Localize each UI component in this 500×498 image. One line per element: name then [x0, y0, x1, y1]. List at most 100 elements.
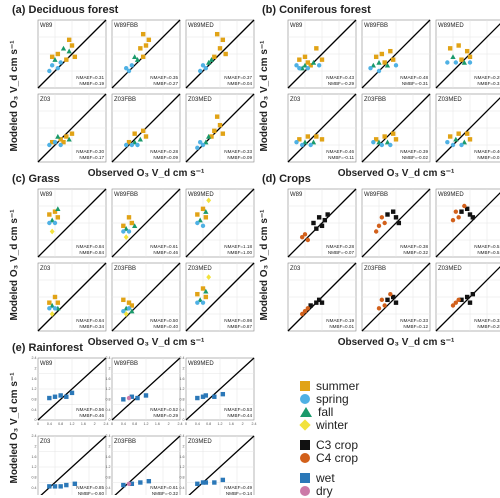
data-point-fall — [302, 62, 308, 68]
nmbf-stat: NMBF=1.00 — [227, 250, 252, 255]
chart-title: (e) Rainforest — [12, 342, 83, 354]
data-point-c3-crop — [470, 215, 476, 220]
nmbf-stat: NMBF=0.27 — [153, 81, 178, 86]
data-point-spring — [126, 68, 132, 74]
data-point-fall — [203, 139, 209, 145]
y-tick-label: 1.2 — [32, 387, 37, 391]
y-tick-label: 1.6 — [32, 377, 37, 381]
x-tick-label: 0 — [37, 422, 39, 426]
data-point-fall — [129, 308, 135, 314]
y-tick-label: 0.8 — [32, 476, 37, 480]
data-point-summer — [200, 206, 206, 212]
nmae-stat: NMAEF=0.33 — [474, 318, 500, 323]
data-point-spring — [135, 142, 140, 148]
one-to-one-line — [185, 188, 255, 258]
data-point-summer — [126, 300, 132, 305]
data-point-spring — [55, 65, 61, 71]
data-point-c4-crop — [388, 291, 393, 297]
data-point-c4-crop — [450, 303, 456, 308]
y-tick-label: 2 — [109, 445, 111, 449]
y-tick-label: 1.2 — [106, 465, 111, 469]
data-point-fall — [376, 139, 382, 145]
data-point-spring — [316, 63, 322, 68]
panel-name: W89MED — [188, 192, 214, 198]
data-point-summer — [456, 43, 461, 48]
data-point-spring — [294, 63, 299, 68]
nmae-stat: NMAEF=0.31 — [76, 75, 104, 80]
data-point-c3-crop — [322, 217, 328, 223]
nmbf-stat: NMBF=-0.11 — [328, 155, 354, 160]
y-tick-label: 1.2 — [32, 465, 37, 469]
x-axis-label: Observed O₃ V_d cm s⁻¹ — [88, 168, 205, 179]
data-point-wet — [220, 391, 226, 397]
data-point-fall — [134, 57, 141, 62]
nmbf-stat: NMBF=0.32 — [403, 250, 428, 255]
chart-group: (b) Coniferous forest Modeled O₃ V_d cm s… — [259, 4, 500, 179]
data-point-summer — [140, 54, 146, 60]
data-point-summer — [464, 131, 470, 136]
data-point-spring — [200, 223, 206, 229]
chart-title: (d) Crops — [262, 173, 311, 185]
data-point-c4-crop — [379, 215, 385, 220]
scatter-panel: Z03NMAEF=0.85NMBF=-0.6000.40.81.21.622.4… — [32, 434, 107, 495]
data-point-spring — [129, 63, 135, 68]
y-tick-label: 0.8 — [32, 398, 37, 402]
data-point-summer — [223, 51, 228, 57]
nmae-stat: NMAEF=0.98 — [224, 318, 252, 323]
chart-title: (a) Deciduous forest — [12, 4, 119, 16]
one-to-one-line — [361, 262, 431, 332]
data-point-c3-crop — [316, 215, 322, 220]
one-to-one-line — [287, 19, 357, 89]
data-point-summer — [212, 128, 217, 134]
data-point-summer — [212, 54, 217, 60]
nmbf-stat: NMBF=0.87 — [227, 324, 252, 329]
panel-name: W89FBB — [114, 23, 138, 29]
data-point-summer — [297, 57, 302, 62]
nmae-stat: NMAEF=0.19 — [326, 318, 354, 323]
data-point-wet — [195, 395, 200, 401]
data-point-winter — [123, 311, 129, 317]
wet-marker — [300, 473, 310, 483]
data-point-spring — [123, 142, 129, 148]
data-point-c3-crop — [314, 226, 319, 231]
one-to-one-line — [185, 93, 255, 163]
panel-name: Z03MED — [188, 266, 212, 272]
data-point-wet — [135, 395, 140, 401]
data-point-c4-crop — [453, 209, 459, 214]
data-point-c3-crop — [390, 209, 396, 214]
spring-marker — [300, 394, 310, 404]
y-axis-label: Modeled O₃ V_d cm s⁻¹ — [259, 209, 270, 321]
nmbf-stat: NMBF=0.09 — [153, 155, 178, 160]
c4-crop-marker — [300, 453, 310, 463]
data-point-c4-crop — [376, 223, 382, 229]
x-tick-label: 1.6 — [229, 422, 234, 426]
one-to-one-line — [111, 19, 181, 89]
y-tick-label: 0.4 — [180, 408, 185, 412]
y-tick-label: 2.4 — [180, 356, 185, 360]
one-to-one-line — [111, 93, 181, 163]
panel-name: W89MED — [438, 192, 464, 198]
data-point-winter — [49, 228, 55, 235]
data-point-fall — [197, 217, 203, 223]
data-point-summer — [126, 139, 132, 145]
data-point-wet — [146, 479, 152, 484]
x-tick-label: 0.4 — [121, 422, 126, 426]
data-point-c3-crop — [311, 220, 316, 226]
data-point-summer — [220, 37, 226, 43]
data-point-fall — [384, 139, 391, 145]
data-point-summer — [214, 31, 220, 37]
data-point-winter — [123, 234, 129, 241]
data-point-spring — [379, 142, 385, 148]
data-point-summer — [61, 139, 66, 145]
one-to-one-line — [435, 266, 500, 332]
legend-item-fall: fall — [300, 406, 420, 418]
data-point-dry — [126, 395, 132, 401]
y-axis-label: Modeled O₃ V_d cm s⁻¹ — [9, 40, 20, 152]
data-point-c4-crop — [299, 234, 305, 240]
